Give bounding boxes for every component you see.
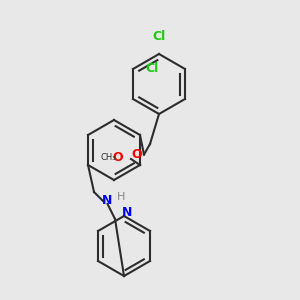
Text: N: N [122,206,132,220]
Text: N: N [102,194,113,208]
Text: CH₃: CH₃ [100,153,116,162]
Text: Cl: Cl [152,31,166,44]
Text: H: H [116,191,125,202]
Text: O: O [132,148,142,161]
Text: Cl: Cl [145,62,158,76]
Text: O: O [113,151,124,164]
